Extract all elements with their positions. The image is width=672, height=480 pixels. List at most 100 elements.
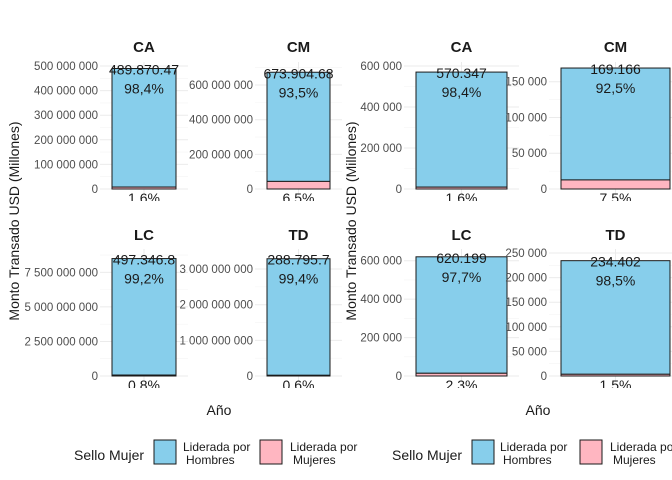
facet-title: CA [451, 39, 473, 56]
share-women-label: 0,6% [283, 377, 315, 393]
bar-women [560, 179, 671, 190]
share-women-label: 1,6% [446, 190, 478, 206]
bar-women [266, 180, 331, 190]
bar-women [415, 372, 508, 377]
total-label: 570.347 [436, 65, 487, 81]
share-women-label: 7,5% [600, 190, 632, 206]
y-tick-label: 7 500 000 000 [24, 267, 98, 279]
y-tick-label: 0 [396, 371, 402, 383]
legend-key [153, 439, 177, 465]
bar-men [560, 260, 671, 375]
y-tick-label: 2 500 000 000 [24, 336, 98, 348]
y-tick-label: 150 000 [505, 297, 547, 309]
legend-key [471, 439, 495, 465]
total-label: 620.199 [436, 250, 487, 266]
y-tick-label: 200 000 [505, 273, 547, 285]
facet-panel: 0 1 000 000 000 2 000 000 000 3 000 000 000… [179, 227, 342, 393]
y-tick-label: 0 [541, 184, 547, 196]
facet-title: CM [287, 39, 310, 56]
y-tick-label: 600 000 [360, 61, 402, 73]
y-tick-label: 0 [247, 184, 253, 196]
bar-men [111, 67, 177, 188]
facet-panel: 0 50 000 100 000 150 000 CM 169.166 92,5% 7,5% [505, 39, 672, 206]
facet-title: LC [134, 227, 154, 244]
total-label: 489.870.47 [109, 61, 179, 77]
chart-2: 0 200 000 400 000 600 000 CA 570.347 98,4% 1,6%… [343, 39, 672, 467]
y-tick-label: 200 000 000 [189, 149, 253, 161]
total-label: 169.166 [590, 61, 641, 77]
bar-labels: 489.870.47 98,4% 1,6% [109, 61, 179, 206]
y-tick-label: 600 000 [360, 256, 402, 268]
y-tick-label: 1 000 000 000 [179, 335, 253, 347]
y-tick-label: 400 000 000 [34, 86, 98, 98]
bar-women [111, 374, 177, 377]
y-tick-label: 250 000 [505, 248, 547, 260]
facet-panel: 0 50 000 100 000 150 000 200 000 250 000 TD 234… [505, 227, 672, 393]
legend-title: Sello Mujer [392, 447, 462, 463]
legend-label-line1: Liderada por [183, 440, 250, 454]
bar-labels: 169.166 92,5% 7,5% [590, 61, 641, 206]
y-tick-label: 400 000 [360, 102, 402, 114]
share-men-label: 98,4% [442, 84, 482, 100]
total-label: 234.402 [590, 254, 641, 270]
y-tick-label: 200 000 [360, 143, 402, 155]
y-tick-label: 200 000 [360, 333, 402, 345]
y-tick-label: 0 [247, 371, 253, 383]
facet-title: TD [606, 227, 626, 244]
share-men-label: 97,7% [442, 269, 482, 285]
legend-label-line2: Mujeres [613, 453, 656, 467]
total-label: 673.904.68 [263, 65, 333, 81]
total-label: 288.795.7 [267, 252, 329, 268]
share-men-label: 99,4% [279, 271, 319, 287]
bar-men [415, 256, 508, 374]
y-tick-label: 0 [541, 371, 547, 383]
y-tick-label: 2 000 000 000 [179, 300, 253, 312]
facet-panel: 0 2 500 000 000 5 000 000 000 7 500 000 000… [24, 227, 188, 393]
share-women-label: 1,6% [128, 190, 160, 206]
y-tick-label: 600 000 000 [189, 80, 253, 92]
y-tick-label: 150 000 [505, 77, 547, 89]
y-tick-label: 400 000 [360, 294, 402, 306]
y-tick-label: 100 000 000 [34, 159, 98, 171]
share-men-label: 93,5% [279, 84, 319, 100]
share-women-label: 1,5% [600, 377, 632, 393]
legend-label-line1: Liderada por [500, 440, 567, 454]
y-tick-label: 0 [92, 184, 98, 196]
facet-panel: 0 200 000 400 000 600 000 LC 620.199 97,7% 2,3% [360, 227, 519, 388]
y-tick-label: 300 000 000 [34, 110, 98, 122]
y-tick-label: 5 000 000 000 [24, 302, 98, 314]
x-axis-title: Año [207, 402, 232, 418]
legend-label-line1: Liderada por [610, 440, 672, 454]
bar-labels: 497.346.8 99,2% 0,8% [113, 252, 175, 393]
y-tick-label: 500 000 000 [34, 61, 98, 73]
bar-men [111, 258, 177, 376]
bar-men [266, 71, 331, 182]
legend-label-line2: Mujeres [293, 453, 336, 467]
facet-panel: 0 100 000 000 200 000 000 300 000 000 400 00… [34, 39, 188, 206]
share-men-label: 98,5% [596, 273, 636, 289]
legend-label-line2: Hombres [503, 453, 552, 467]
y-tick-label: 100 000 [505, 322, 547, 334]
y-tick-label: 100 000 [505, 112, 547, 124]
bar-labels: 234.402 98,5% 1,5% [590, 254, 641, 393]
legend-key [259, 439, 283, 465]
legend-label-line1: Liderada por [290, 440, 357, 454]
y-axis-title: Monto Transado USD (Millones) [343, 121, 359, 320]
bar-women [111, 186, 177, 190]
bar-women [266, 374, 331, 377]
bar-women [415, 186, 508, 190]
share-women-label: 6,5% [283, 190, 315, 206]
bar-men [266, 258, 331, 376]
y-tick-label: 0 [92, 371, 98, 383]
facet-title: TD [289, 227, 309, 244]
y-tick-label: 0 [396, 184, 402, 196]
facet-panel: 0 200 000 400 000 600 000 CA 570.347 98,4% 1,6% [360, 39, 519, 206]
bar-labels: 673.904.68 93,5% 6,5% [263, 65, 333, 206]
share-women-label: 0,8% [128, 377, 160, 393]
bar-women [560, 373, 671, 377]
facet-panel: 0 200 000 000 400 000 000 600 000 000 CM 673.… [189, 39, 342, 206]
facet-title: LC [452, 227, 472, 244]
